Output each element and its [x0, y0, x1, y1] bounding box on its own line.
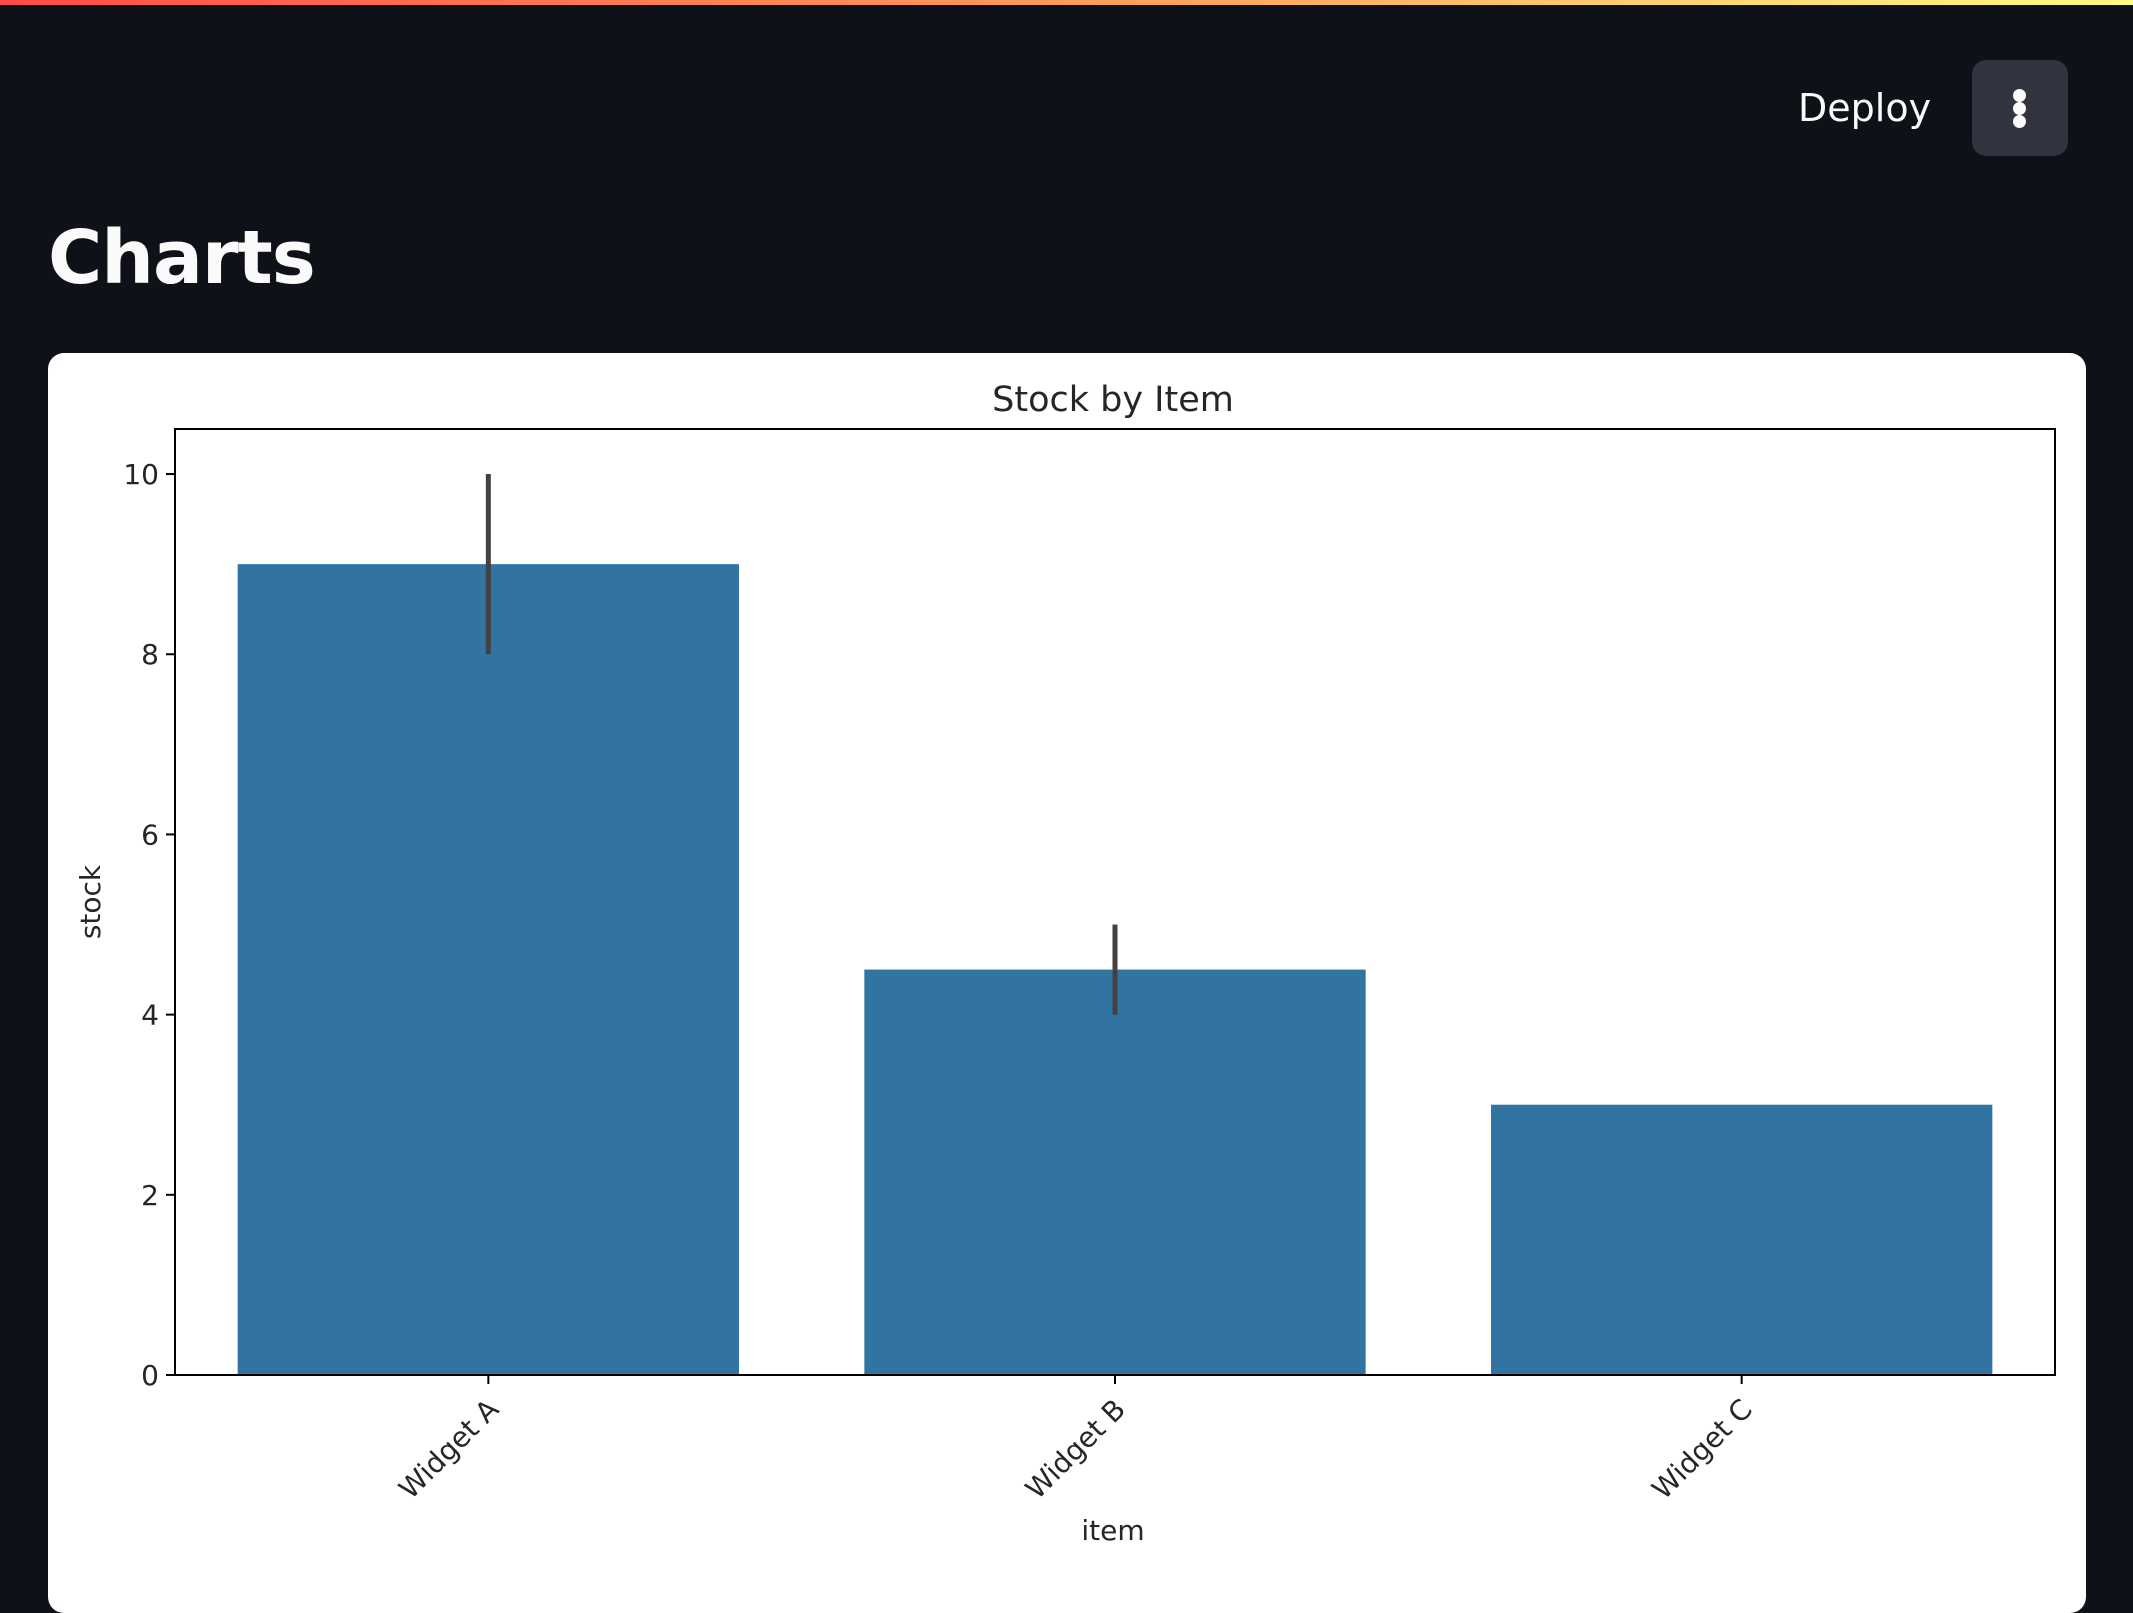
y-tick-label: 6 — [141, 818, 159, 851]
bar-widget-a — [237, 564, 739, 1375]
y-tick-label: 4 — [141, 999, 159, 1032]
deploy-button[interactable]: Deploy — [1798, 86, 1932, 130]
y-tick-label: 2 — [141, 1179, 159, 1212]
page-title: Charts — [48, 215, 316, 301]
y-tick-label: 0 — [141, 1359, 159, 1392]
y-tick-label: 10 — [123, 458, 159, 491]
main-menu-button[interactable] — [1972, 60, 2068, 156]
header-decoration-stripe — [0, 0, 2133, 5]
bar-widget-b — [864, 969, 1366, 1375]
x-tick-label: Widget B — [1019, 1393, 1132, 1506]
y-tick-label: 8 — [141, 638, 159, 671]
y-axis-label: stock — [74, 864, 107, 939]
bar-chart: Stock by Item 0 2 4 6 8 10 Widget A Widget B Wi… — [74, 380, 2056, 1547]
chart-card: Stock by Item 0 2 4 6 8 10 Widget A Widget B Wi… — [48, 353, 2086, 1613]
x-tick-label: Widget C — [1645, 1393, 1758, 1506]
x-tick-label: Widget A — [392, 1393, 505, 1506]
bar-widget-c — [1491, 1104, 1993, 1375]
chart-title: Stock by Item — [992, 380, 1234, 420]
x-axis-label: item — [1081, 1514, 1144, 1547]
